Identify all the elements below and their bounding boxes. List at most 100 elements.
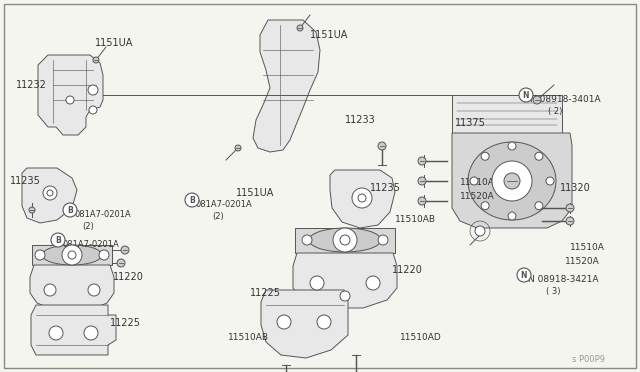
Circle shape: [185, 193, 199, 207]
Circle shape: [63, 203, 77, 217]
Circle shape: [546, 177, 554, 185]
Text: 11235: 11235: [370, 183, 401, 193]
Bar: [295, 228, 395, 253]
Text: 11225: 11225: [250, 288, 281, 298]
Text: 11375: 11375: [455, 118, 486, 128]
Text: 081A7-0201A: 081A7-0201A: [196, 200, 253, 209]
Text: (2): (2): [212, 212, 224, 221]
Circle shape: [418, 177, 426, 185]
Text: 11232: 11232: [16, 80, 47, 90]
Circle shape: [51, 233, 65, 247]
Circle shape: [533, 96, 541, 104]
Circle shape: [35, 250, 45, 260]
Text: 11520A: 11520A: [460, 192, 495, 201]
Circle shape: [317, 315, 331, 329]
Circle shape: [93, 57, 99, 63]
Circle shape: [352, 188, 372, 208]
Circle shape: [481, 202, 489, 210]
Text: N 08918-3401A: N 08918-3401A: [530, 95, 600, 104]
Circle shape: [117, 259, 125, 267]
Text: 081A7-0201A: 081A7-0201A: [62, 240, 119, 249]
Circle shape: [44, 284, 56, 296]
Text: 1151UA: 1151UA: [310, 30, 348, 40]
Text: 11510AB: 11510AB: [395, 215, 436, 224]
Polygon shape: [22, 168, 77, 223]
Circle shape: [481, 152, 489, 160]
Circle shape: [418, 157, 426, 165]
Circle shape: [475, 226, 485, 236]
Text: B: B: [55, 235, 61, 244]
Text: (2): (2): [82, 222, 93, 231]
Circle shape: [340, 291, 350, 301]
Circle shape: [470, 177, 478, 185]
Circle shape: [378, 142, 386, 150]
Text: 11225: 11225: [110, 318, 141, 328]
Text: 11235: 11235: [10, 176, 41, 186]
Polygon shape: [31, 305, 116, 355]
Circle shape: [89, 106, 97, 114]
Circle shape: [49, 326, 63, 340]
Circle shape: [68, 251, 76, 259]
Ellipse shape: [42, 245, 102, 265]
Text: N: N: [521, 270, 527, 279]
Text: ( 2): ( 2): [548, 107, 563, 116]
Circle shape: [47, 190, 53, 196]
Circle shape: [62, 245, 82, 265]
Ellipse shape: [309, 228, 381, 252]
Circle shape: [508, 142, 516, 150]
Circle shape: [29, 207, 35, 213]
Circle shape: [121, 246, 129, 254]
Bar: [32, 245, 112, 265]
Text: ( 3): ( 3): [546, 287, 561, 296]
Polygon shape: [30, 265, 114, 310]
Text: 11510A: 11510A: [570, 243, 605, 252]
Text: 081A7-0201A: 081A7-0201A: [74, 210, 131, 219]
Text: 11220: 11220: [113, 272, 144, 282]
Text: B: B: [189, 196, 195, 205]
Text: 11510A: 11510A: [460, 178, 495, 187]
Circle shape: [235, 145, 241, 151]
Text: B: B: [67, 205, 73, 215]
Circle shape: [504, 173, 520, 189]
Circle shape: [302, 235, 312, 245]
Text: 11510AD: 11510AD: [400, 333, 442, 342]
Text: N: N: [523, 90, 529, 99]
Circle shape: [378, 235, 388, 245]
Text: 11233: 11233: [345, 115, 376, 125]
Circle shape: [310, 276, 324, 290]
Circle shape: [43, 186, 57, 200]
Polygon shape: [261, 290, 348, 358]
Circle shape: [333, 228, 357, 252]
Polygon shape: [452, 133, 572, 228]
Circle shape: [566, 204, 574, 212]
Circle shape: [535, 152, 543, 160]
Text: 11510AB: 11510AB: [228, 333, 269, 342]
Circle shape: [277, 315, 291, 329]
Text: (2): (2): [70, 252, 82, 261]
Circle shape: [535, 202, 543, 210]
Text: 1151UA: 1151UA: [236, 188, 275, 198]
Circle shape: [84, 326, 98, 340]
Circle shape: [88, 85, 98, 95]
Polygon shape: [253, 20, 320, 152]
Polygon shape: [38, 55, 103, 135]
Circle shape: [492, 161, 532, 201]
Circle shape: [366, 276, 380, 290]
Text: 1151UA: 1151UA: [95, 38, 133, 48]
Text: s P00P9: s P00P9: [572, 355, 605, 364]
Text: N 08918-3421A: N 08918-3421A: [528, 275, 598, 284]
Circle shape: [340, 235, 350, 245]
Text: 11520A: 11520A: [565, 257, 600, 266]
Ellipse shape: [468, 142, 556, 220]
Circle shape: [418, 197, 426, 205]
Circle shape: [519, 88, 533, 102]
Polygon shape: [330, 170, 395, 228]
Circle shape: [517, 268, 531, 282]
Circle shape: [358, 194, 366, 202]
Circle shape: [66, 96, 74, 104]
Text: 11320: 11320: [560, 183, 591, 193]
Circle shape: [88, 284, 100, 296]
Polygon shape: [293, 253, 397, 308]
Circle shape: [566, 217, 574, 225]
Circle shape: [99, 250, 109, 260]
